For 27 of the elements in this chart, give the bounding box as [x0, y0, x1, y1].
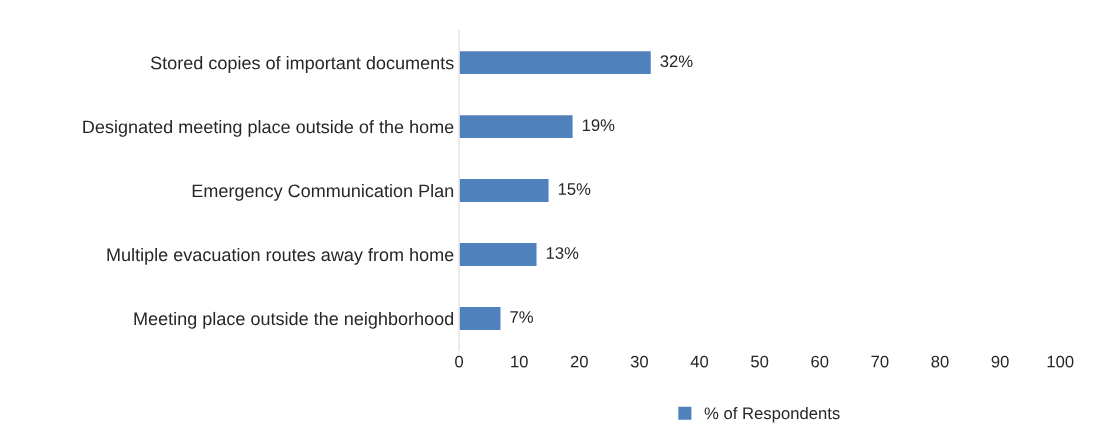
x-tick-label: 80: [931, 355, 949, 368]
x-tick-label: 50: [751, 355, 769, 368]
y-tick-label: Emergency Communication Plan: [192, 183, 454, 201]
data-label: 32%: [660, 55, 693, 68]
data-label: 13%: [546, 247, 579, 259]
x-tick-label: 70: [871, 355, 889, 368]
y-tick-label: Stored copies of important documents: [150, 56, 454, 73]
x-tick-label: 90: [991, 355, 1009, 368]
bar: [459, 177, 550, 204]
x-tick-label: 10: [511, 355, 528, 368]
x-tick-label: 30: [630, 355, 649, 368]
bar: [459, 113, 574, 140]
x-tick-label: 40: [690, 355, 709, 368]
x-tick-label: 0: [455, 355, 464, 368]
legend-label: % of Respondents: [704, 406, 840, 423]
y-tick-label: Meeting place outside the neighborhood: [134, 311, 454, 329]
bar: [459, 49, 653, 76]
bar: [459, 241, 538, 268]
bar: [459, 305, 502, 332]
data-label: 15%: [558, 183, 591, 195]
data-label: 19%: [582, 119, 615, 132]
x-tick-label: 20: [570, 355, 588, 368]
y-tick-label: Designated meeting place outside of the home: [83, 120, 454, 137]
y-tick-label: Multiple evacuation routes away from home: [107, 247, 454, 265]
x-tick-label: 60: [811, 355, 829, 368]
data-label: 7%: [510, 311, 533, 323]
x-tick-label: 100: [1047, 355, 1074, 368]
